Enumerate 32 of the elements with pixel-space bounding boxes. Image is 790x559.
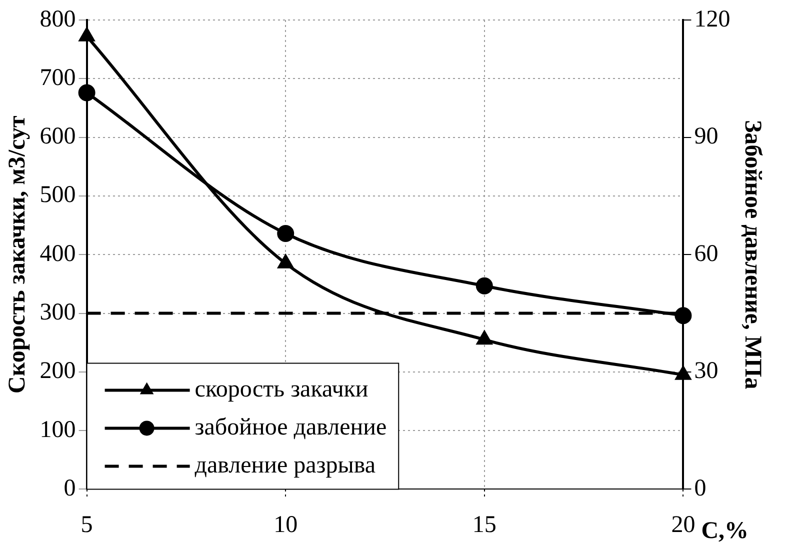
y-tick-label: 600 — [40, 124, 76, 150]
y2-tick-label: 60 — [694, 240, 718, 267]
point — [674, 307, 692, 324]
y-tick-label: 400 — [40, 240, 76, 267]
y2-tick-label: 90 — [694, 124, 718, 150]
y-tick-label: 300 — [40, 300, 76, 326]
y-tick-label: 100 — [40, 416, 76, 443]
legend-label: скорость закачки — [194, 376, 368, 402]
y2-tick-label: 0 — [694, 475, 706, 502]
point — [278, 254, 294, 268]
x-tick-label: 20 — [671, 512, 696, 538]
x-tick-label: 10 — [274, 512, 298, 538]
y2-tick-label: 30 — [694, 358, 718, 384]
y-axis-title: Скорость закачки, м3/сут — [4, 115, 31, 394]
point — [277, 224, 294, 242]
y-tick-label: 0 — [64, 475, 76, 502]
point — [476, 277, 493, 294]
y-tick-label: 800 — [40, 6, 76, 32]
x-tick-label: 15 — [472, 512, 496, 538]
point — [79, 28, 94, 42]
y-tick-label: 700 — [40, 64, 76, 91]
point — [676, 366, 691, 380]
x-axis-title: С,% — [701, 518, 749, 544]
y2-axis-title: Забойное давление, МПа — [739, 120, 766, 390]
x-tick-label: 5 — [80, 512, 93, 538]
point — [476, 331, 492, 345]
point — [78, 84, 96, 102]
y-tick-label: 200 — [40, 358, 76, 384]
legend-label: давление разрыва — [194, 452, 376, 478]
y-tick-label: 500 — [40, 182, 76, 208]
legend-label: забойное давление — [194, 414, 387, 440]
y2-tick-label: 120 — [694, 6, 730, 32]
